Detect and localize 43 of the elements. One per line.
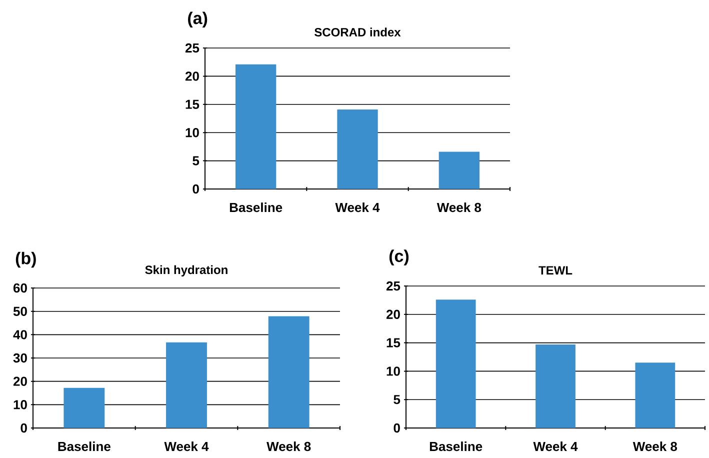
x-tick-label: Week 4 (335, 202, 380, 212)
y-tick-label: 10 (186, 128, 199, 138)
y-tick-label: 0 (20, 423, 27, 433)
text: (a) (188, 12, 208, 28)
chart-title: TEWL (538, 266, 572, 274)
y-tick-label: 60 (13, 283, 27, 293)
y-tick-label: 30 (13, 353, 27, 363)
x-tick-label: Baseline (430, 442, 482, 452)
y-tick-label: 0 (192, 184, 199, 194)
y-tick-label: 5 (394, 395, 400, 404)
bar (236, 64, 276, 189)
bar (64, 388, 105, 428)
y-tick-label: 20 (185, 72, 199, 81)
y-tick-label: 0 (394, 423, 400, 433)
y-tick-label: 5 (192, 156, 200, 166)
chart-title: SCORAD index (314, 28, 401, 36)
x-tick-label: Baseline (58, 442, 110, 452)
y-tick-label: 50 (13, 306, 27, 316)
y-tick-label: 25 (386, 281, 400, 291)
bar (268, 316, 310, 428)
x-tick-label: Week 4 (164, 442, 209, 452)
x-tick-label: Week 8 (436, 202, 482, 212)
x-tick-label: Week 8 (632, 442, 678, 452)
x-tick-label: Week 4 (533, 442, 578, 452)
y-tick-label: 20 (13, 376, 27, 386)
y-tick-label: 10 (14, 400, 27, 410)
y-tick-label: 10 (386, 366, 400, 376)
y-tick-label: 25 (185, 43, 200, 53)
x-tick-label: Week 8 (266, 442, 311, 452)
bar (438, 152, 480, 189)
y-tick-label: 15 (386, 338, 400, 348)
bar (536, 344, 576, 428)
bar (436, 300, 476, 428)
text: (c) (389, 250, 409, 266)
bar (166, 342, 207, 428)
x-tick-label: Baseline (230, 202, 282, 212)
y-tick-label: 20 (386, 310, 400, 319)
y-tick-label: 15 (186, 100, 200, 109)
text: (b) (16, 252, 36, 268)
bar (635, 362, 676, 428)
y-tick-label: 40 (13, 330, 27, 340)
chart-title: Skin hydration (145, 265, 228, 276)
bar (337, 109, 378, 189)
